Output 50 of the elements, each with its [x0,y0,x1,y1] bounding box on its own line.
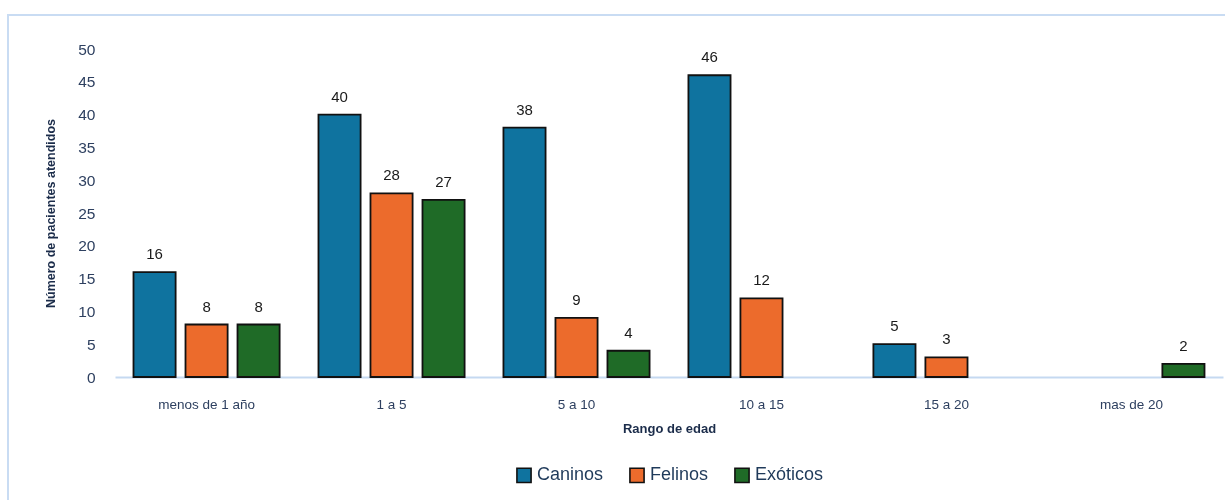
y-tick-label: 50 [78,40,96,58]
data-label: 2 [1179,336,1188,354]
bar [502,126,547,378]
data-label: 9 [572,290,581,308]
data-label: 12 [753,271,770,289]
data-label: 3 [942,330,951,348]
bar [924,356,969,378]
bar [317,113,362,378]
legend-label: Felinos [650,464,709,485]
bar [132,271,177,378]
y-tick-label: 15 [78,270,96,288]
data-label: 4 [624,323,633,341]
y-tick-label: 30 [78,171,96,189]
bar [421,198,466,378]
data-label: 16 [146,245,163,263]
bar [872,343,917,378]
y-tick-label: 45 [78,73,96,91]
y-axis-title: Número de pacientes atendidos [44,118,59,308]
bar [554,317,599,378]
y-tick-label: 5 [86,335,96,353]
bar [606,349,651,378]
x-tick-label: 1 a 5 [376,396,407,412]
y-tick-label: 0 [86,368,96,386]
bar [236,323,281,378]
data-label: 38 [516,100,533,118]
y-tick-label: 20 [78,237,96,255]
data-label: 5 [890,317,899,335]
y-tick-label: 40 [78,106,96,124]
x-tick-label: 5 a 10 [557,396,596,412]
bar [184,323,229,378]
x-tick-label: menos de 1 año [158,396,255,412]
y-tick-label: 35 [78,138,96,156]
legend-label: Exóticos [755,464,824,485]
bar [369,192,414,378]
y-tick-label: 10 [78,302,96,320]
data-label: 40 [331,87,348,105]
data-label: 8 [202,297,211,315]
data-label: 27 [435,172,452,190]
bar [1161,362,1206,378]
data-label: 8 [254,297,263,315]
x-tick-label: 10 a 15 [738,396,785,412]
bar [739,297,784,378]
x-axis-title: Rango de edad [622,421,717,436]
data-label: 28 [383,166,400,184]
x-tick-label: 15 a 20 [923,396,969,412]
y-tick-label: 25 [78,204,96,222]
data-label: 46 [701,48,718,66]
bar [687,74,732,378]
x-tick-label: mas de 20 [1099,396,1163,412]
legend-label: Caninos [537,464,604,485]
